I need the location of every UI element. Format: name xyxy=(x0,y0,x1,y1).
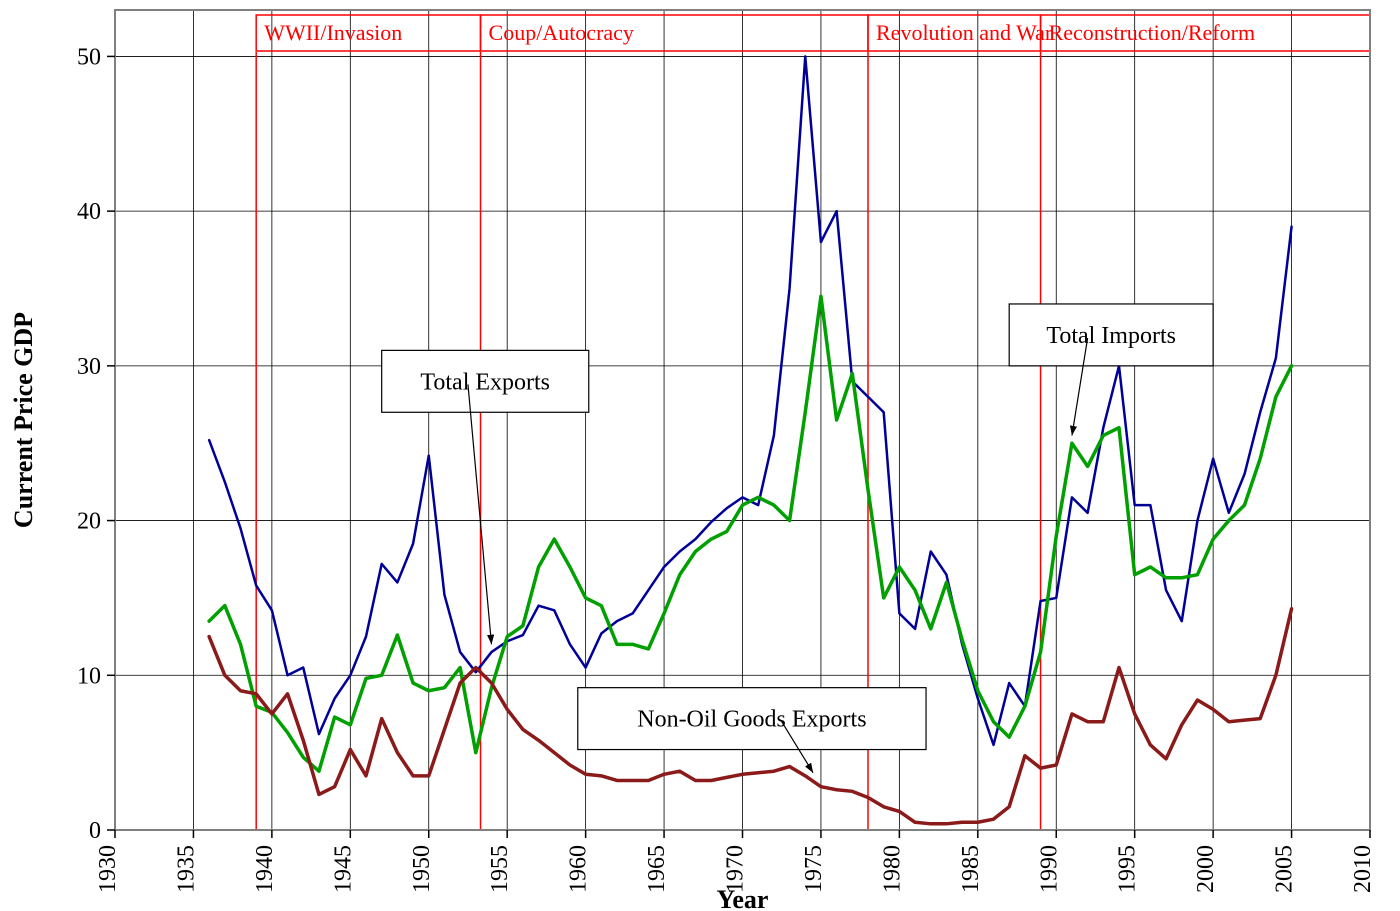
y-axis-label: Current Price GDP xyxy=(9,312,38,528)
x-tick-label: 1975 xyxy=(801,845,827,893)
x-tick-label: 1985 xyxy=(958,845,984,893)
x-tick-label: 2010 xyxy=(1350,845,1376,893)
line-chart: WWII/Invasion Coup/Autocracy Revolution an… xyxy=(0,0,1400,911)
series-label: Non-Oil Goods Exports xyxy=(637,707,866,733)
x-axis-label: Year xyxy=(717,885,769,911)
period-label: Reconstruction/Reform xyxy=(1049,20,1256,45)
period-label: Coup/Autocracy xyxy=(489,20,634,45)
x-tick-label: 2005 xyxy=(1272,845,1298,893)
series-label: Total Imports xyxy=(1046,323,1176,349)
y-tick-label: 20 xyxy=(77,509,101,535)
x-tick-label: 1950 xyxy=(409,845,435,893)
series-label: Total Exports xyxy=(420,369,550,395)
y-tick-label: 10 xyxy=(77,663,101,689)
x-tick-label: 1980 xyxy=(879,845,905,893)
chart-container: WWII/Invasion Coup/Autocracy Revolution an… xyxy=(0,0,1400,911)
x-tick-label: 1995 xyxy=(1115,845,1141,893)
x-tick-label: 1965 xyxy=(644,845,670,893)
y-tick-label: 30 xyxy=(77,354,101,380)
y-tick-label: 0 xyxy=(89,818,101,844)
x-tick-label: 1990 xyxy=(1036,845,1062,893)
x-tick-label: 1940 xyxy=(252,845,278,893)
period-label: Revolution and War xyxy=(876,20,1053,45)
x-tick-label: 1935 xyxy=(173,845,199,893)
y-tick-label: 50 xyxy=(77,44,101,70)
x-tick-label: 1960 xyxy=(566,845,592,893)
x-tick-label: 1930 xyxy=(95,845,121,893)
x-tick-label: 1945 xyxy=(330,845,356,893)
x-tick-label: 2000 xyxy=(1193,845,1219,893)
x-tick-label: 1955 xyxy=(487,845,513,893)
period-label: WWII/Invasion xyxy=(264,20,402,45)
y-tick-label: 40 xyxy=(77,199,101,225)
